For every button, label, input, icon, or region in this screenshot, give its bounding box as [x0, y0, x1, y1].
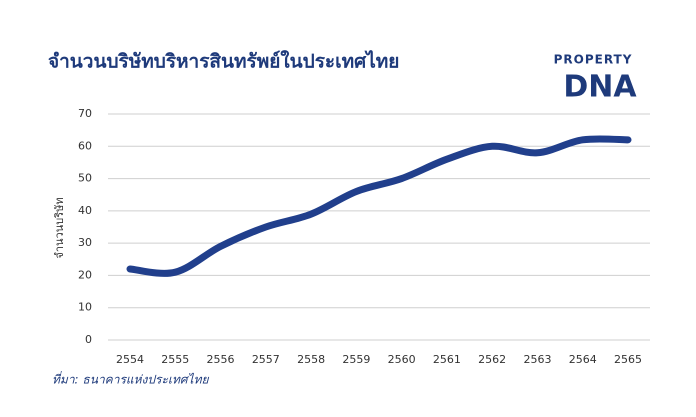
- x-tick-label: 2565: [614, 353, 642, 366]
- y-axis-label: จำนวนบริษัท: [53, 197, 66, 258]
- y-tick-label: 10: [78, 301, 92, 314]
- source: ที่มา: ธนาคารแห่งประเทศไทย: [52, 371, 209, 387]
- data-line: [126, 135, 632, 277]
- x-tick-label: 2563: [523, 353, 551, 366]
- y-tick-label: 0: [85, 333, 92, 346]
- x-tick-label: 2561: [433, 353, 461, 366]
- logo-top: PROPERTY: [554, 53, 633, 67]
- x-tick-label: 2554: [116, 353, 144, 366]
- x-tick-label: 2557: [252, 353, 280, 366]
- chart-title: จำนวนบริษัทบริหารสินทรัพย์ในประเทศไทย: [48, 50, 399, 73]
- x-tick-label: 2555: [161, 353, 189, 366]
- y-tick-label: 30: [78, 236, 92, 249]
- y-tick-label: 50: [78, 172, 92, 185]
- y-tick-label: 70: [78, 107, 92, 120]
- y-tick-label: 40: [78, 204, 92, 217]
- y-tick-label: 20: [78, 268, 92, 281]
- x-tick-label: 2556: [207, 353, 235, 366]
- logo-bottom: DNA: [563, 70, 637, 105]
- x-tick-label: 2558: [297, 353, 325, 366]
- x-tick-label: 2562: [478, 353, 506, 366]
- y-tick-label: 60: [78, 139, 92, 152]
- x-tick-label: 2564: [569, 353, 597, 366]
- x-tick-label: 2560: [388, 353, 416, 366]
- x-tick-label: 2559: [342, 353, 370, 366]
